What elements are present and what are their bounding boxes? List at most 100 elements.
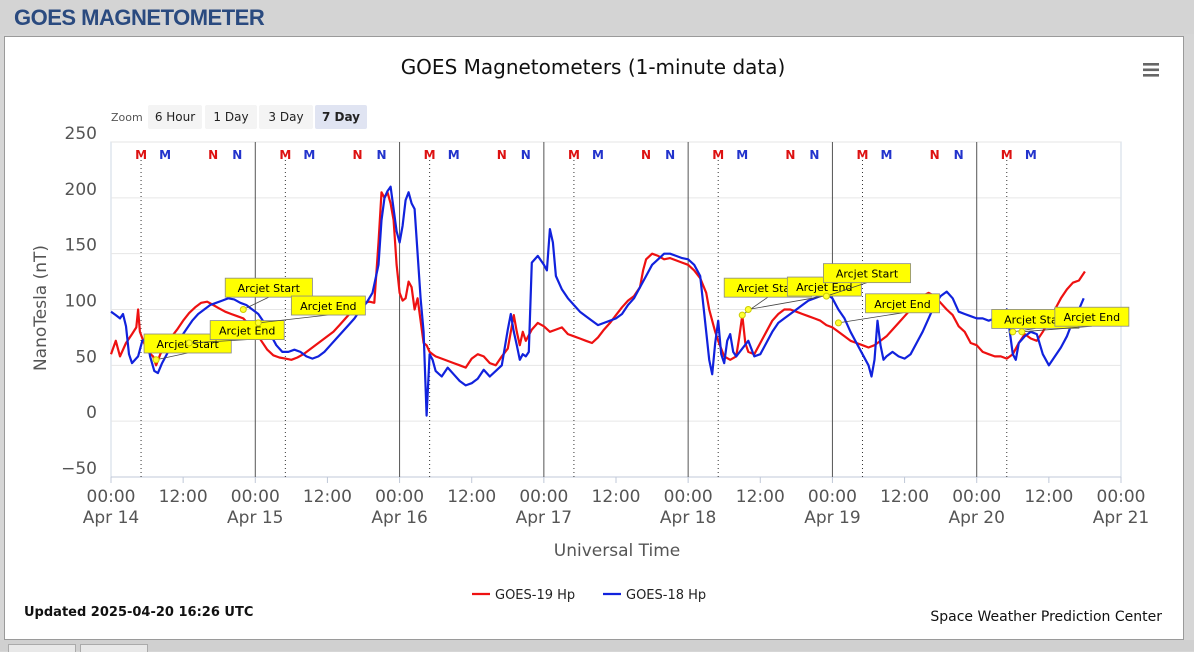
noon-marker: N — [377, 148, 387, 162]
y-tick-label: 150 — [65, 236, 97, 256]
x-tick-time: 00:00 — [808, 487, 857, 507]
legend-item[interactable]: GOES-19 Hp — [495, 588, 575, 603]
annotation-label: Arcjet Start — [238, 282, 301, 295]
annotation-label: Arcjet Start — [836, 268, 899, 281]
noon-marker: N — [521, 148, 531, 162]
y-tick-label: 50 — [75, 347, 97, 367]
annotation-point — [1018, 328, 1026, 336]
zoom-buttons: 6 Hour 1 Day 3 Day 7 Day — [148, 105, 367, 129]
zoom-button-bg[interactable] — [148, 105, 202, 129]
y-tick-label: 250 — [65, 124, 97, 144]
annotation-point — [185, 339, 193, 347]
midnight-marker: M — [592, 148, 604, 162]
bottom-strip — [0, 640, 1194, 651]
zoom-button-7-day[interactable]: 7 Day — [322, 110, 360, 124]
midnight-marker: M — [1025, 148, 1037, 162]
y-tick-label: 0 — [86, 403, 97, 423]
noon-marker: N — [930, 148, 940, 162]
midnight-marker: M — [1001, 148, 1013, 162]
series-goes19-line — [109, 191, 1086, 369]
noon-marker: N — [954, 148, 964, 162]
annotation-point — [239, 306, 247, 313]
annotation-point — [744, 306, 752, 313]
bottom-tab[interactable] — [80, 644, 148, 652]
annotation-box — [1054, 306, 1130, 327]
annotation-label: Arcjet End — [874, 298, 930, 311]
annotation-connector — [838, 312, 903, 324]
annotation-label: Arcjet Start — [737, 282, 800, 295]
noon-marker: N — [352, 148, 362, 162]
x-tick-time: 12:00 — [880, 487, 929, 507]
x-tick-time: 00:00 — [952, 487, 1001, 507]
annotation-box — [290, 295, 366, 316]
x-axis-label: Universal Time — [554, 541, 680, 561]
x-tick-date: Apr 20 — [948, 508, 1004, 528]
x-tick-time: 00:00 — [375, 487, 424, 507]
x-tick-time: 12:00 — [1024, 487, 1073, 507]
midnight-marker: M — [159, 148, 171, 162]
noon-marker: N — [497, 148, 507, 162]
x-tick-time: 00:00 — [1097, 487, 1146, 507]
hamburger-menu-icon[interactable] — [1140, 60, 1162, 82]
y-axis-label: NanoTesla (nT) — [31, 245, 51, 371]
noon-marker: N — [785, 148, 795, 162]
midnight-marker: M — [857, 148, 869, 162]
x-tick-time: 12:00 — [447, 487, 496, 507]
annotation-connector — [243, 296, 270, 310]
annotation-connector — [258, 314, 329, 324]
marker-lines — [140, 142, 1008, 477]
x-tick-date: Apr 15 — [227, 508, 283, 528]
midnight-marker: M — [736, 148, 748, 162]
annotation-connector — [826, 282, 868, 297]
zoom-button-bg[interactable] — [315, 105, 367, 129]
annotation-point — [822, 292, 830, 300]
noon-marker: N — [232, 148, 242, 162]
midnight-marker: M — [448, 148, 460, 162]
noon-marker: N — [641, 148, 651, 162]
x-tick-time: 12:00 — [159, 487, 208, 507]
annotation-box — [823, 263, 912, 284]
x-tick-date: Apr 21 — [1093, 508, 1149, 528]
grid — [110, 141, 1122, 478]
midnight-marker: M — [424, 148, 436, 162]
zoom-button-6-hour[interactable]: 6 Hour — [155, 110, 195, 124]
x-tick-time: 00:00 — [519, 487, 568, 507]
midnight-marker: M — [712, 148, 724, 162]
midnight-marker: M — [568, 148, 580, 162]
annotation-point — [834, 319, 842, 327]
annotation-box — [865, 293, 940, 314]
annotation-label: Arcjet End — [219, 325, 275, 338]
annotation-connector — [742, 296, 769, 316]
x-tick-time: 00:00 — [87, 487, 136, 507]
annotation-box — [224, 277, 313, 298]
legend-item[interactable]: GOES-18 Hp — [626, 588, 706, 603]
zoom-button-3-day[interactable]: 3 Day — [268, 110, 303, 124]
midnight-marker: M — [881, 148, 893, 162]
y-tick-label: −50 — [61, 459, 97, 479]
x-tick-time: 12:00 — [303, 487, 352, 507]
annotation-point — [152, 356, 160, 364]
annotation-box — [209, 320, 285, 341]
credit-text: Space Weather Prediction Center — [930, 609, 1162, 625]
zoom-label: Zoom — [111, 111, 143, 124]
x-tick-date: Apr 19 — [804, 508, 860, 528]
midnight-marker: M — [135, 148, 147, 162]
zoom-button-bg[interactable] — [205, 105, 257, 129]
zoom-button-bg[interactable] — [259, 105, 313, 129]
zoom-button-1-day[interactable]: 1 Day — [213, 110, 248, 124]
updated-timestamp: Updated 2025-04-20 16:26 UTC — [24, 605, 253, 620]
x-tick-date: Apr 14 — [83, 508, 139, 528]
y-tick-label: 100 — [65, 292, 97, 312]
page-header: GOES MAGNETOMETER — [0, 0, 1194, 34]
annotation-connector — [156, 352, 188, 361]
page-title: GOES MAGNETOMETER — [14, 5, 265, 30]
noon-marker: N — [665, 148, 675, 162]
annotation-label: Arcjet End — [796, 281, 852, 294]
noon-marker: N — [809, 148, 819, 162]
midnight-marker: M — [279, 148, 291, 162]
bottom-tab[interactable] — [8, 644, 76, 652]
annotation-point — [254, 319, 262, 327]
